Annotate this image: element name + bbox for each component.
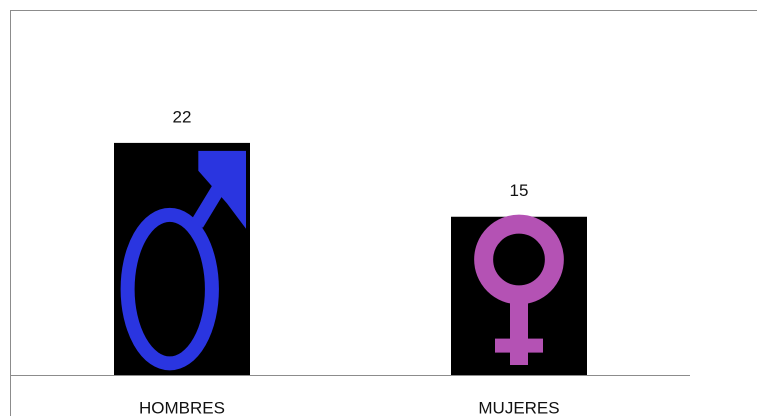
female-symbol [474, 214, 564, 305]
x-tick-label: MUJERES [478, 398, 559, 416]
female-symbol [510, 300, 528, 365]
value-label: 15 [510, 181, 529, 200]
male-symbol [120, 207, 219, 371]
female-symbol [495, 338, 543, 353]
x-tick-label: HOMBRES [139, 398, 225, 416]
value-label: 22 [173, 107, 192, 126]
male-symbol [198, 150, 246, 229]
